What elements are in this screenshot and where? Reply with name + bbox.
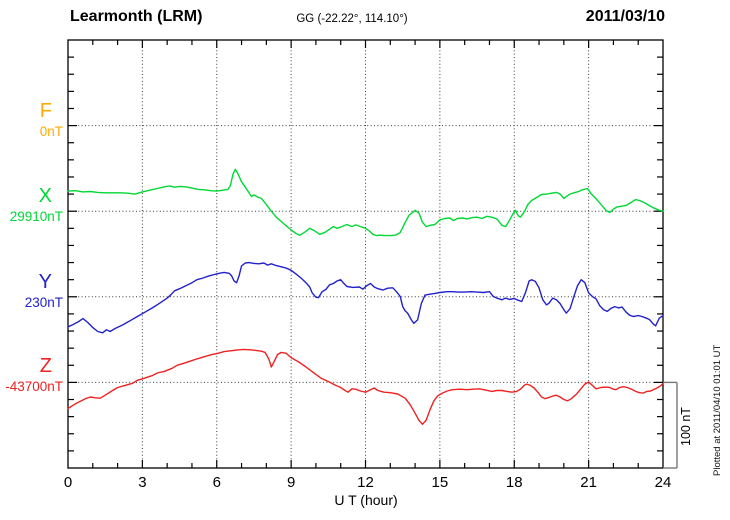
component-letter-x: X bbox=[38, 185, 52, 207]
trace-z bbox=[67, 348, 664, 425]
component-letter-z: Z bbox=[39, 355, 52, 377]
component-label-z: Z -43700nT bbox=[0, 356, 63, 394]
station-title: Learmonth (LRM) bbox=[70, 8, 203, 25]
x-axis-title: U T (hour) bbox=[334, 492, 398, 508]
component-base-value-f: 0nT bbox=[39, 124, 63, 139]
x-tick-label: 9 bbox=[286, 474, 296, 491]
x-tick-label: 3 bbox=[138, 474, 147, 491]
geographic-coordinates-label: GG (-22.22°, 114.10°) bbox=[296, 13, 408, 25]
date-label: 2011/03/10 bbox=[585, 8, 665, 25]
component-letter-f: F bbox=[39, 100, 52, 122]
component-label-x: X 29910nT bbox=[0, 186, 63, 224]
trace-x bbox=[67, 168, 664, 237]
x-tick-label: 21 bbox=[580, 474, 597, 491]
x-tick-label: 0 bbox=[63, 474, 73, 491]
component-label-y: Y 230nT bbox=[0, 272, 63, 310]
x-tick-label: 24 bbox=[654, 474, 672, 491]
x-tick-label: 6 bbox=[212, 474, 221, 491]
plotted-at-timestamp: Plotted at 2011/04/10 01:01 UT bbox=[712, 344, 723, 476]
component-base-value-y: 230nT bbox=[24, 295, 63, 310]
scale-bar-label: 100 nT bbox=[679, 407, 693, 446]
x-tick-label: 12 bbox=[357, 474, 374, 491]
component-base-value-z: -43700nT bbox=[5, 379, 63, 394]
x-tick-label: 15 bbox=[431, 474, 449, 491]
component-base-value-x: 29910nT bbox=[9, 209, 63, 224]
component-letter-y: Y bbox=[38, 271, 52, 293]
x-tick-label: 18 bbox=[505, 474, 523, 491]
trace-y bbox=[67, 261, 664, 334]
component-label-f: F 0nT bbox=[0, 101, 63, 139]
